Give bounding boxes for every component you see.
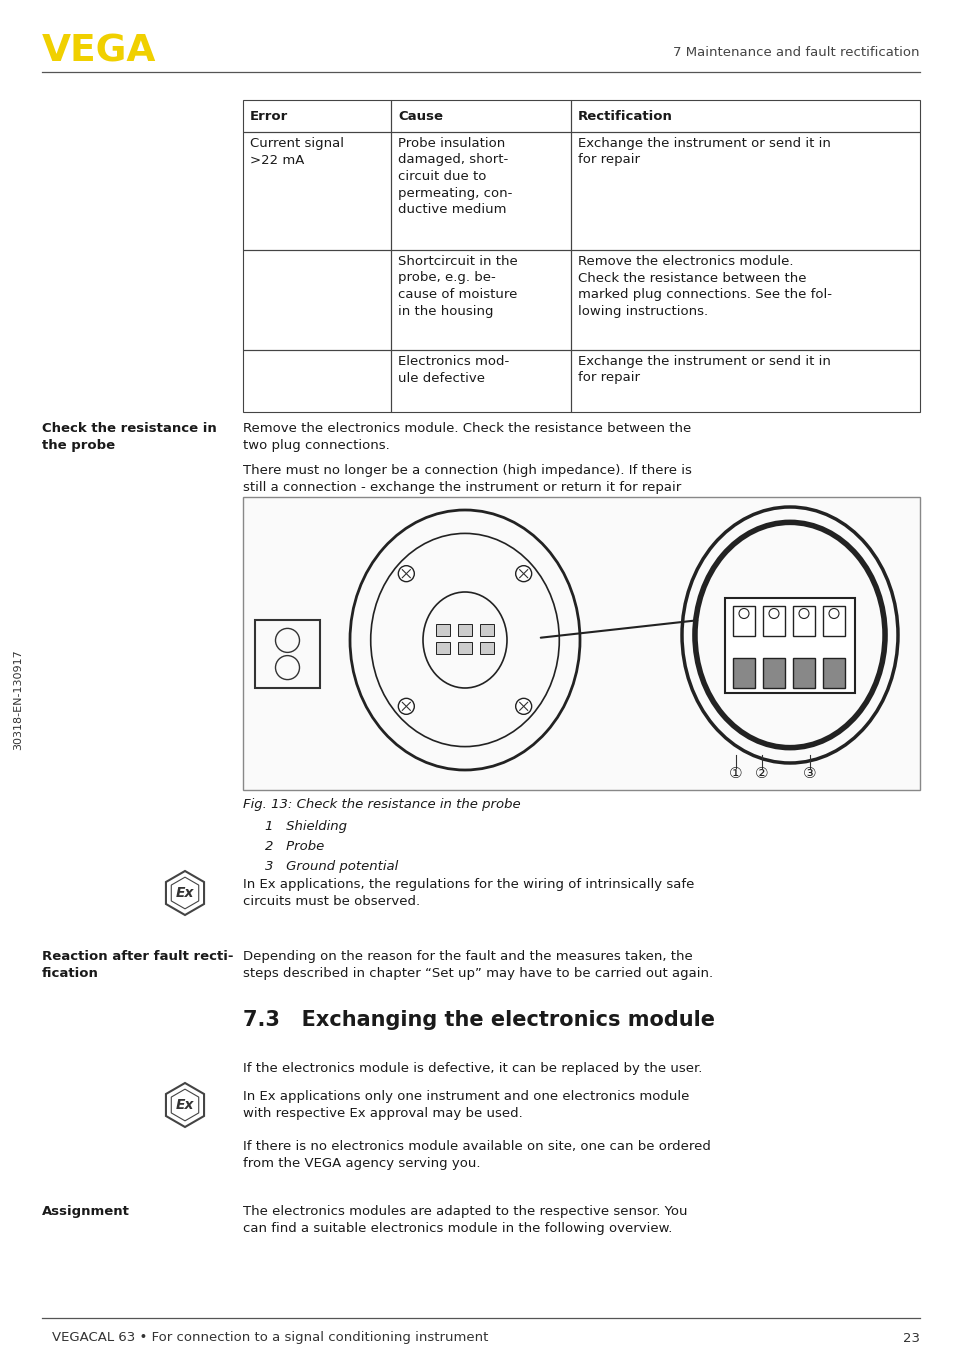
Text: ②: ② [755, 765, 768, 780]
Text: The electronics modules are adapted to the respective sensor. You
can find a sui: The electronics modules are adapted to t… [243, 1205, 687, 1235]
Bar [571, 250, 919, 349]
Bar [792, 658, 814, 688]
Bar [391, 250, 571, 349]
Bar [822, 605, 844, 635]
Text: Rectification: Rectification [578, 110, 672, 122]
Bar [436, 642, 450, 654]
Text: Assignment: Assignment [42, 1205, 130, 1219]
Text: There must no longer be a connection (high impedance). If there is
still a conne: There must no longer be a connection (hi… [243, 464, 691, 494]
Bar [724, 597, 854, 692]
Bar [762, 658, 784, 688]
Bar [391, 100, 571, 131]
Circle shape [398, 566, 414, 582]
Bar [436, 624, 450, 636]
Text: VEGACAL 63 • For connection to a signal conditioning instrument: VEGACAL 63 • For connection to a signal … [52, 1331, 488, 1345]
Text: ①: ① [728, 765, 742, 780]
Text: Check the resistance in
the probe: Check the resistance in the probe [42, 422, 216, 452]
Text: Exchange the instrument or send it in
for repair: Exchange the instrument or send it in fo… [578, 137, 830, 167]
Text: Fig. 13: Check the resistance in the probe: Fig. 13: Check the resistance in the pro… [243, 798, 520, 811]
Text: Cause: Cause [397, 110, 442, 122]
Bar [457, 624, 472, 636]
Text: 7 Maintenance and fault rectification: 7 Maintenance and fault rectification [673, 46, 919, 58]
Text: If there is no electronics module available on site, one can be ordered
from the: If there is no electronics module availa… [243, 1140, 710, 1170]
Bar [243, 100, 391, 131]
Text: Depending on the reason for the fault and the measures taken, the
steps describe: Depending on the reason for the fault an… [243, 951, 713, 980]
Bar [457, 642, 472, 654]
Text: 30318-EN-130917: 30318-EN-130917 [13, 650, 23, 750]
Circle shape [398, 699, 414, 715]
Bar [792, 605, 814, 635]
Text: Exchange the instrument or send it in
for repair: Exchange the instrument or send it in fo… [578, 355, 830, 385]
Text: In Ex applications only one instrument and one electronics module
with respectiv: In Ex applications only one instrument a… [243, 1090, 689, 1120]
Text: ③: ③ [802, 765, 816, 780]
Bar [571, 131, 919, 250]
Text: Probe insulation
damaged, short-
circuit due to
permeating, con-
ductive medium: Probe insulation damaged, short- circuit… [397, 137, 512, 217]
Text: Reaction after fault recti-
fication: Reaction after fault recti- fication [42, 951, 233, 980]
Text: If the electronics module is defective, it can be replaced by the user.: If the electronics module is defective, … [243, 1062, 701, 1075]
Text: Ex: Ex [175, 886, 194, 900]
Text: 1   Shielding: 1 Shielding [265, 821, 347, 833]
Text: 3   Ground potential: 3 Ground potential [265, 860, 397, 873]
Text: In Ex applications, the regulations for the wiring of intrinsically safe
circuit: In Ex applications, the regulations for … [243, 877, 694, 909]
Bar [254, 620, 319, 688]
Bar [243, 497, 919, 789]
Text: 7.3   Exchanging the electronics module: 7.3 Exchanging the electronics module [243, 1010, 714, 1030]
Bar [762, 605, 784, 635]
Bar [243, 250, 391, 349]
Text: VEGA: VEGA [42, 34, 156, 70]
Text: Current signal
>22 mA: Current signal >22 mA [250, 137, 344, 167]
Text: Shortcircuit in the
probe, e.g. be-
cause of moisture
in the housing: Shortcircuit in the probe, e.g. be- caus… [397, 255, 517, 317]
Bar [243, 349, 391, 412]
Text: Electronics mod-
ule defective: Electronics mod- ule defective [397, 355, 509, 385]
Circle shape [516, 566, 531, 582]
Bar [732, 658, 754, 688]
Text: Error: Error [250, 110, 288, 122]
Bar [391, 131, 571, 250]
Text: 2   Probe: 2 Probe [265, 839, 324, 853]
Circle shape [516, 699, 531, 715]
Bar [479, 642, 494, 654]
Bar [732, 605, 754, 635]
Bar [479, 624, 494, 636]
Bar [243, 131, 391, 250]
Text: Remove the electronics module.
Check the resistance between the
marked plug conn: Remove the electronics module. Check the… [578, 255, 831, 317]
Text: Remove the electronics module. Check the resistance between the
two plug connect: Remove the electronics module. Check the… [243, 422, 691, 452]
Text: Ex: Ex [175, 1098, 194, 1112]
Bar [571, 100, 919, 131]
Bar [391, 349, 571, 412]
Bar [822, 658, 844, 688]
Bar [571, 349, 919, 412]
Text: 23: 23 [902, 1331, 919, 1345]
